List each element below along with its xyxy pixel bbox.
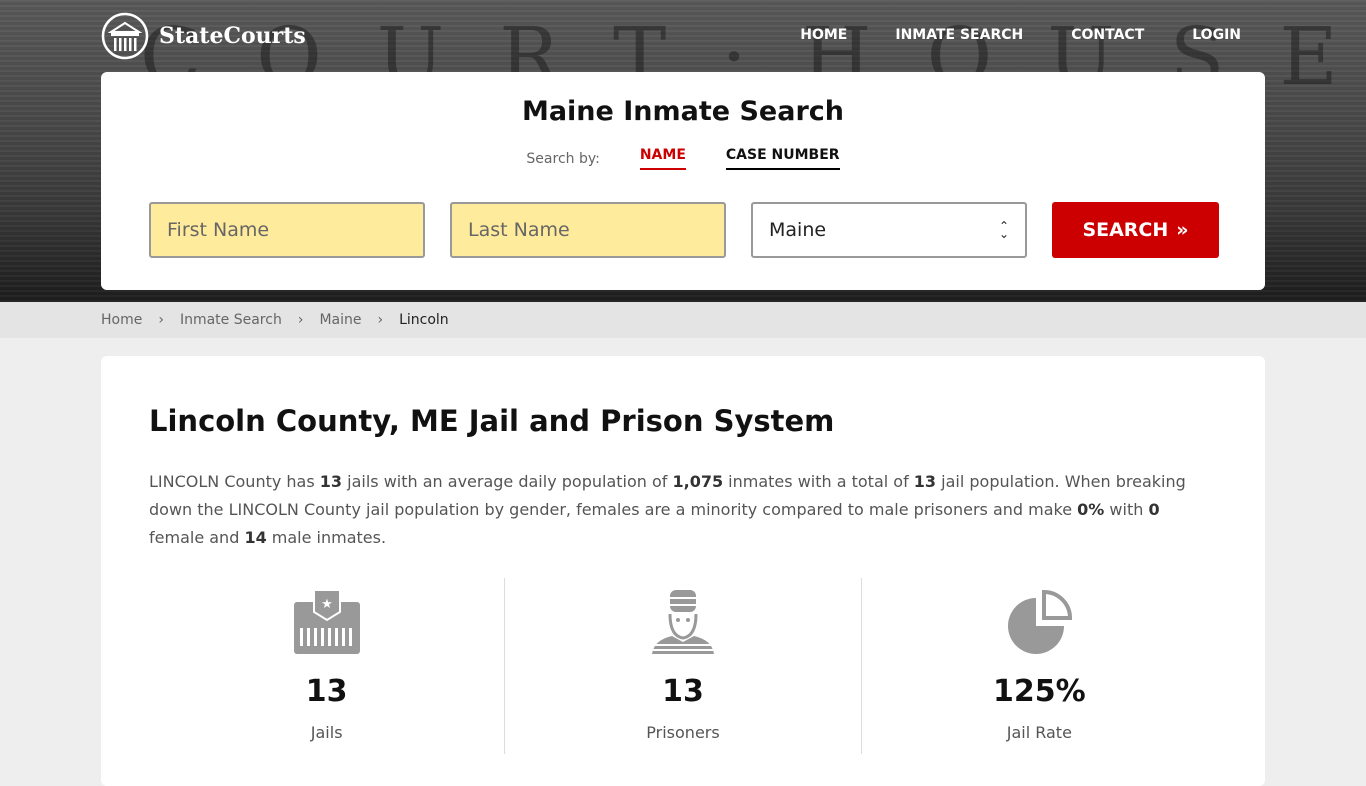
nav-inmate-search[interactable]: INMATE SEARCH [895, 27, 1024, 43]
breadcrumb-home[interactable]: Home [101, 312, 143, 328]
logo[interactable]: StateCourts [101, 12, 306, 60]
page-title: Lincoln County, ME Jail and Prison Syste… [149, 404, 835, 438]
courthouse-logo-icon [101, 12, 149, 60]
summary-paragraph: LINCOLN County has 13 jails with an aver… [149, 472, 1186, 547]
state-select[interactable]: Maine ⌃ ⌄ [751, 202, 1027, 258]
search-tabs: Search by: NAME CASE NUMBER [101, 147, 1265, 170]
last-name-input[interactable]: Last Name [450, 202, 726, 258]
nav-home[interactable]: HOME [800, 27, 848, 43]
top-nav: HOME INMATE SEARCH CONTACT LOGIN [800, 27, 1241, 43]
stat-label: Jails [310, 723, 343, 742]
stat-label: Jail Rate [1006, 723, 1072, 742]
search-card: Maine Inmate Search Search by: NAME CASE… [101, 72, 1265, 290]
first-name-input[interactable]: First Name [149, 202, 425, 258]
double-chevron-right-icon: » [1176, 219, 1189, 241]
prisoner-icon [651, 590, 714, 654]
svg-text:★: ★ [321, 597, 333, 612]
stats: ★ 13 Jails 13 Prisoners 125% Jail Rate [149, 578, 1217, 754]
breadcrumb: Home › Inmate Search › Maine › Lincoln [0, 302, 1366, 338]
state-value: Maine [769, 219, 827, 241]
chevron-right-icon: › [297, 312, 304, 328]
nav-login[interactable]: LOGIN [1192, 27, 1241, 43]
search-button-label: SEARCH [1082, 219, 1169, 241]
content-card: Lincoln County, ME Jail and Prison Syste… [101, 356, 1265, 786]
stat-value: 125% [992, 674, 1086, 709]
search-by-label: Search by: [526, 150, 600, 167]
select-arrows-icon: ⌃ ⌄ [998, 219, 1009, 241]
search-title: Maine Inmate Search [521, 96, 845, 127]
hero: COURT·HOUSE StateCourts HOME INMATE SEAR… [0, 0, 1366, 302]
stat-prisoners: 13 Prisoners [505, 578, 862, 754]
breadcrumb-current: Lincoln [399, 312, 449, 328]
chevron-right-icon: › [158, 312, 164, 328]
stat-jail-rate: 125% Jail Rate [862, 578, 1217, 754]
tab-case-number[interactable]: CASE NUMBER [725, 147, 840, 170]
pie-chart-icon [1008, 589, 1073, 654]
jail-icon: ★ [293, 589, 360, 654]
stat-value: 13 [305, 674, 348, 709]
search-button[interactable]: SEARCH » [1052, 202, 1219, 258]
stat-jails: ★ 13 Jails [149, 578, 506, 754]
stat-label: Prisoners [646, 723, 720, 742]
breadcrumb-maine[interactable]: Maine [319, 312, 362, 328]
breadcrumb-inmate-search[interactable]: Inmate Search [179, 312, 282, 328]
stat-value: 13 [662, 674, 704, 709]
brand-name: StateCourts [159, 23, 306, 49]
tab-name[interactable]: NAME [639, 147, 686, 170]
nav-contact[interactable]: CONTACT [1071, 27, 1145, 43]
chevron-right-icon: › [377, 312, 384, 328]
